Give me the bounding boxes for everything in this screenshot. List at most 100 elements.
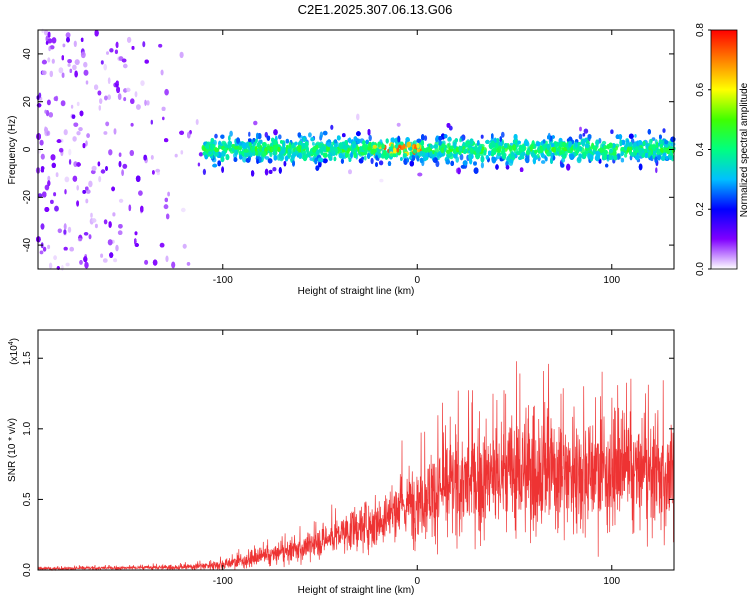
spectrogram-cell <box>485 155 489 160</box>
spectrogram-cell <box>186 262 191 266</box>
spectrogram-cell <box>83 69 89 76</box>
spectrogram-cell <box>136 104 141 110</box>
spectrogram-cell <box>53 96 58 101</box>
spectrogram-cell <box>171 261 176 269</box>
spectrogram-cell <box>69 246 74 252</box>
spectrogram-cell <box>620 157 625 163</box>
spectrogram-cell <box>123 63 128 69</box>
spectrogram-cell <box>503 143 508 149</box>
spectrogram-cell <box>301 143 306 150</box>
spectrogram-cell <box>362 144 366 151</box>
spectrogram-cell <box>69 246 74 252</box>
spectrogram-cell <box>117 230 123 235</box>
spectrogram-cell <box>396 122 401 127</box>
spectrogram-cell <box>314 157 318 165</box>
spectrogram-cell <box>189 130 192 135</box>
spectrogram-cell <box>117 93 122 100</box>
spectrogram-cell <box>57 228 62 234</box>
spectrogram-cell <box>356 113 360 121</box>
spectrogram-cell <box>400 157 403 161</box>
spectrogram-cell <box>48 112 53 118</box>
spectrogram-cell <box>47 38 53 44</box>
spectrogram-cell <box>396 122 401 127</box>
spectrogram-cell <box>118 198 124 203</box>
spectrogram-cell <box>134 91 138 98</box>
spectrogram-cell <box>212 163 218 168</box>
spectrogram-cell <box>664 140 669 145</box>
spectrogram-cell <box>67 226 72 233</box>
spectrogram-cell <box>79 260 83 265</box>
spectrogram-cell <box>584 143 590 149</box>
spectrogram-cell <box>163 204 169 210</box>
spectrogram-cell <box>340 158 344 164</box>
spectrogram-cell <box>459 138 462 143</box>
spectrogram-cell <box>182 243 187 249</box>
spectrogram-cell <box>45 41 49 45</box>
spectrogram-cell <box>99 98 103 104</box>
spectrogram-cell <box>180 150 184 155</box>
spectrogram-cell <box>657 154 661 161</box>
spectrogram-cell <box>582 132 586 137</box>
spectrogram-cell <box>397 135 401 143</box>
spectrogram-cell <box>266 135 271 141</box>
spectrogram-cell <box>49 262 53 269</box>
spectrogram-cell <box>82 143 86 149</box>
spectrogram-cell <box>113 128 117 135</box>
spectrogram-cell <box>161 106 166 111</box>
spectrogram-cell <box>47 180 51 187</box>
spectrogram-cell <box>264 168 269 176</box>
spectrogram-cell <box>117 93 122 100</box>
spectrogram-cell <box>76 131 81 136</box>
spectrogram-cell <box>39 250 44 255</box>
spectrogram-cell <box>123 88 128 93</box>
spectrogram-cell <box>48 112 53 118</box>
spectrogram-cell <box>47 57 51 63</box>
spectrogram-cell <box>99 98 103 104</box>
spectrogram-cell <box>294 141 298 146</box>
spectrogram-cell <box>114 49 118 55</box>
spectrogram-cell <box>550 153 554 160</box>
spectrogram-cell <box>660 155 666 161</box>
spectrogram-cell <box>164 197 168 203</box>
spectrogram-cell <box>393 147 397 155</box>
spectrogram-cell <box>468 154 472 162</box>
spectrogram-cell <box>74 59 80 65</box>
spectrogram-cell <box>264 156 270 160</box>
spectrogram-cell <box>117 230 123 235</box>
spectrogram-cell <box>78 127 83 132</box>
spectrogram-cell <box>73 40 77 47</box>
spectrogram-cell <box>103 131 108 135</box>
spectrogram-cell <box>98 105 102 111</box>
spectrogram-cell <box>255 150 259 156</box>
spectrogram-cell <box>48 46 51 52</box>
spectrogram-cell <box>485 139 490 144</box>
spectrogram-cell <box>97 161 101 167</box>
spectrogram-cell <box>66 36 70 43</box>
spectrogram-cell <box>598 137 602 144</box>
spectrogram-cell <box>163 204 169 210</box>
spectrogram-cell <box>616 153 621 161</box>
spectrogram-cell <box>150 119 153 125</box>
spectrogram-cell <box>100 60 104 65</box>
spectrogram-cell <box>334 143 338 148</box>
spectrogram-cell <box>118 224 123 229</box>
spectrogram-cell <box>51 58 55 64</box>
spectrogram-cell <box>390 143 394 149</box>
snr-panel: -100 0 100 0.00.51.01.5 Height of straight… <box>7 329 675 596</box>
spectrogram-cell <box>221 140 227 145</box>
spectrogram-cell <box>272 150 276 156</box>
spectrogram-cell <box>50 199 54 204</box>
spectrogram-cell <box>559 150 562 156</box>
spectrogram-cell <box>647 129 651 135</box>
spectrogram-cell <box>215 152 219 157</box>
spectrogram-cell <box>41 70 47 76</box>
spectrogram-cell <box>64 189 67 195</box>
spectrogram-cell <box>182 243 187 249</box>
spectrogram-cell <box>113 258 118 263</box>
spectrogram-cell <box>85 198 89 204</box>
spectrogram-cell <box>135 175 141 182</box>
spectrogram-cell <box>649 144 654 149</box>
spectrogram-cell <box>458 150 462 156</box>
